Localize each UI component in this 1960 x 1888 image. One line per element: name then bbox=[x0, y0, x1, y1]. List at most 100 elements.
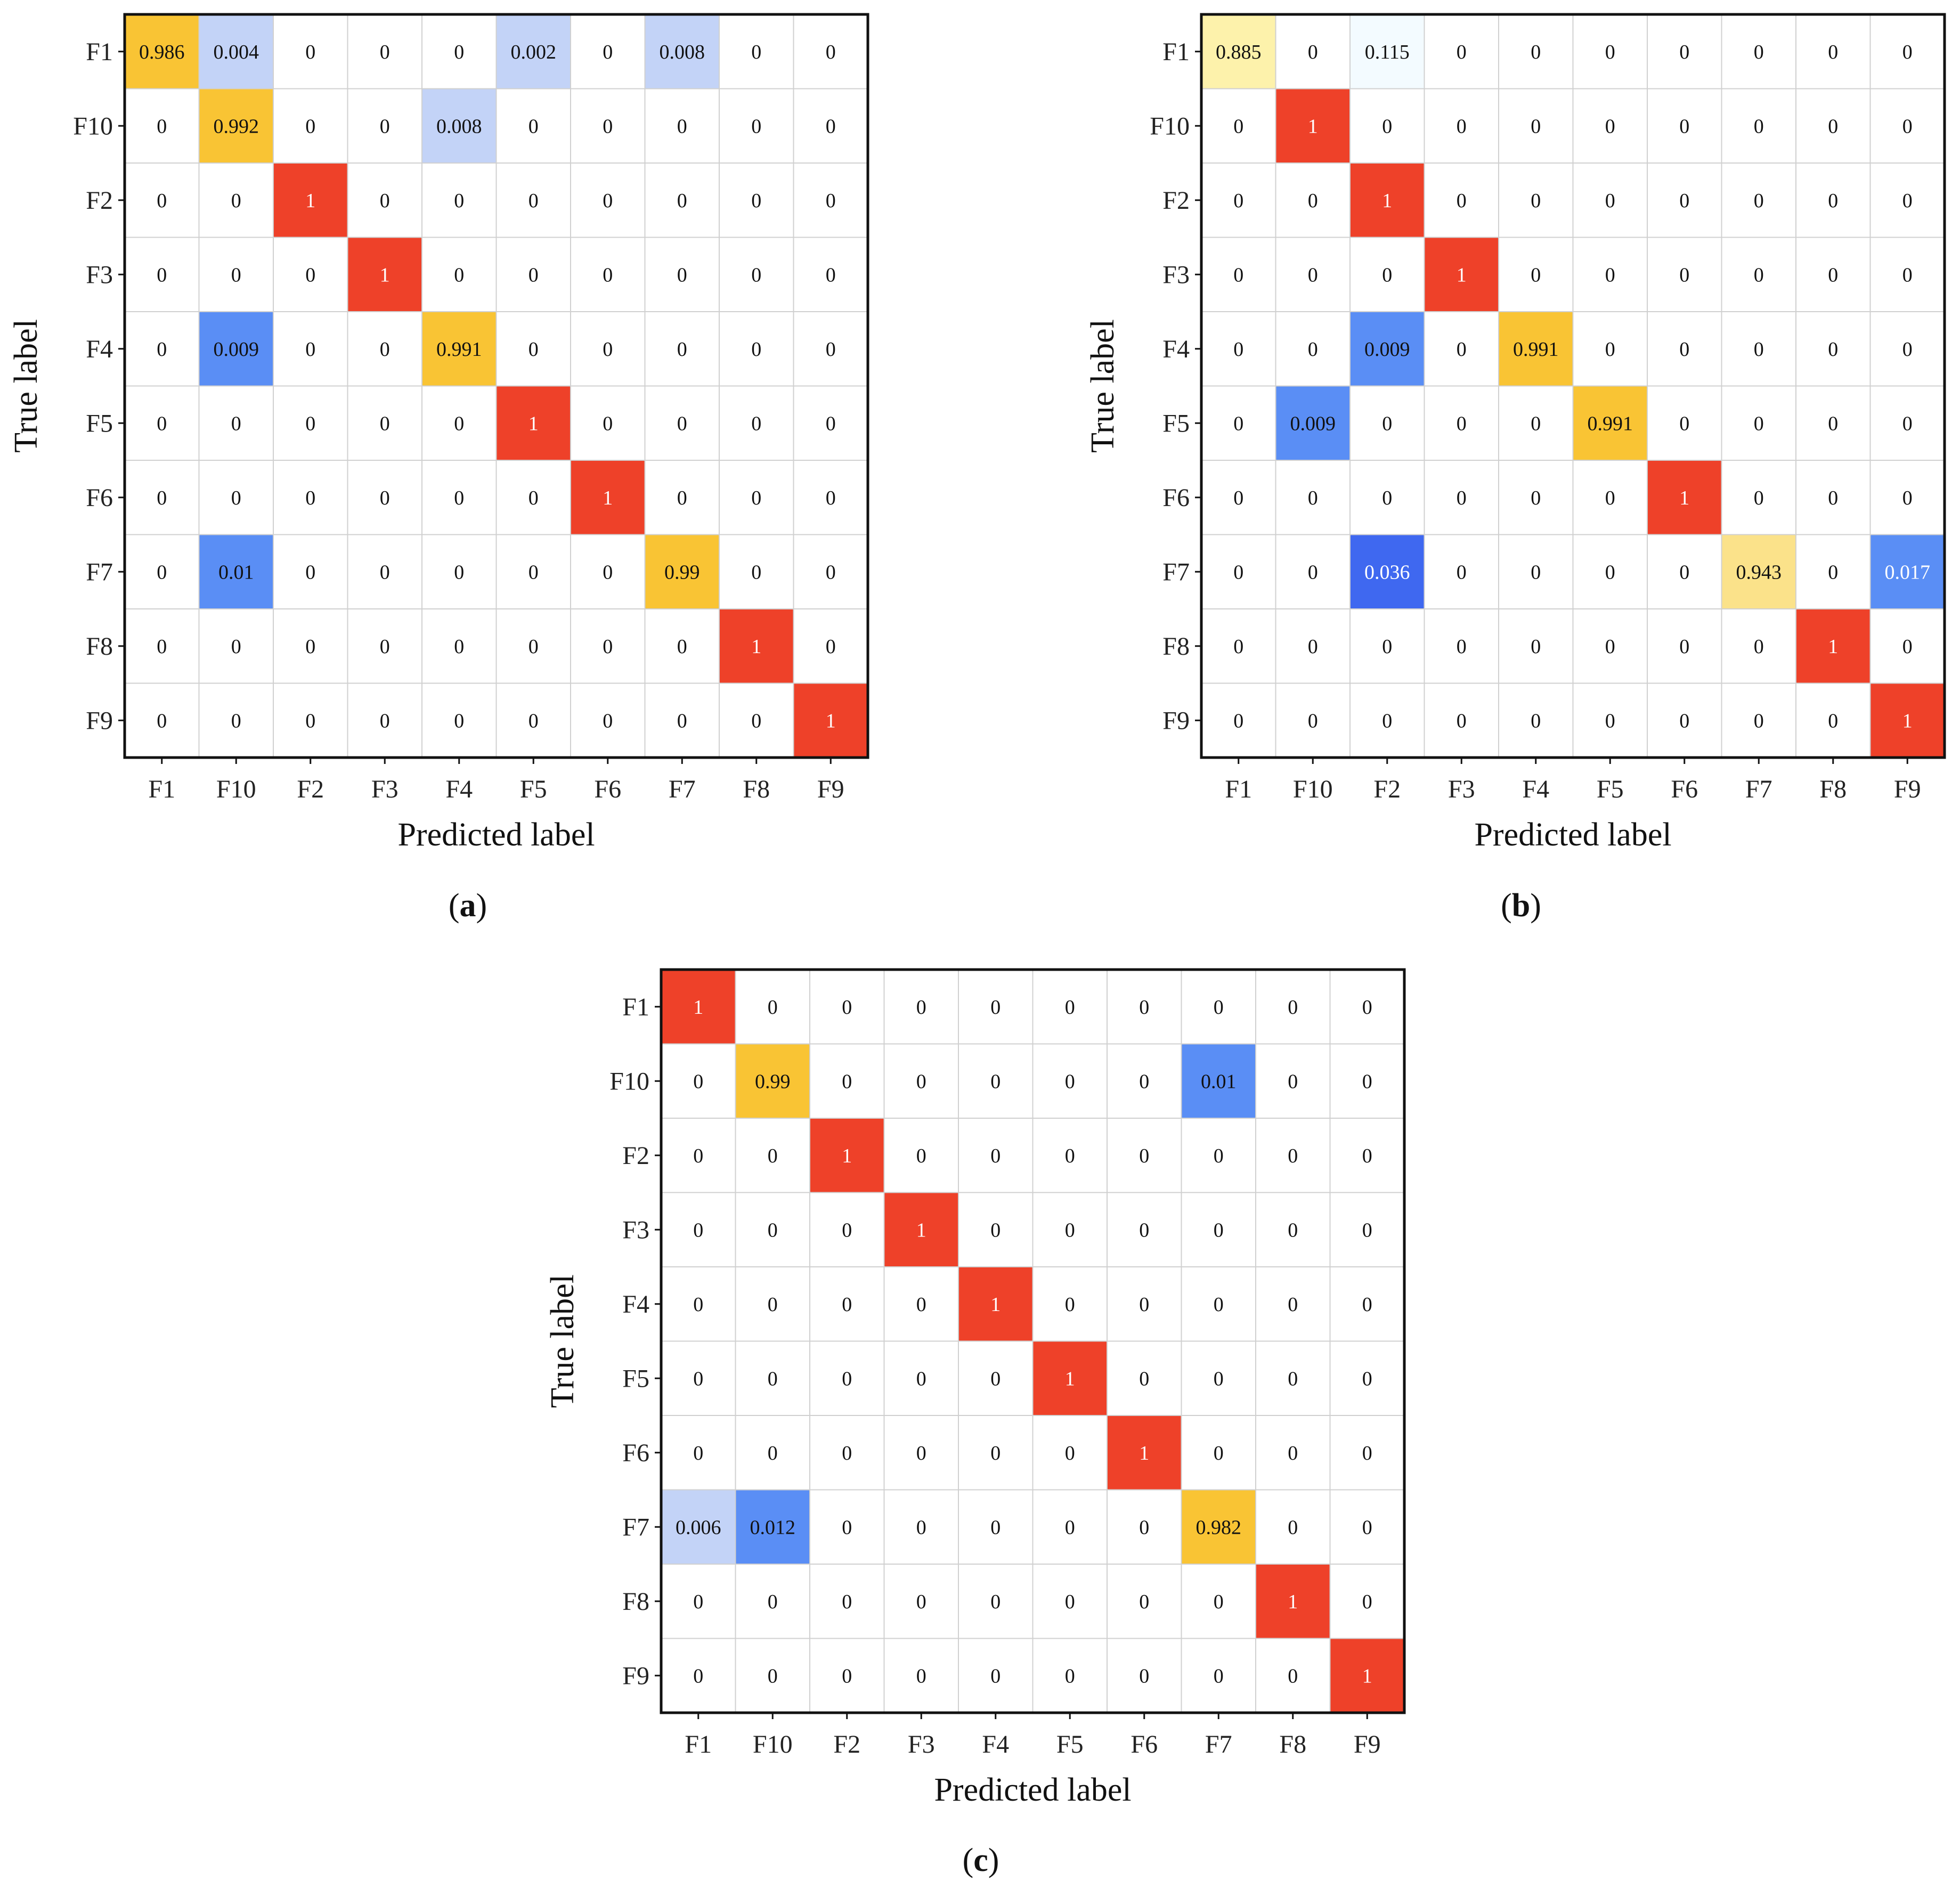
cell-value-label: 0 bbox=[1288, 996, 1298, 1019]
cell-value-label: 0 bbox=[1382, 636, 1392, 658]
cell-value-label: 0 bbox=[1754, 115, 1764, 137]
matrix-cell bbox=[273, 311, 348, 387]
matrix-cell bbox=[1329, 1638, 1405, 1713]
cell-value-label: 0 bbox=[693, 1219, 703, 1241]
matrix-cell bbox=[793, 14, 868, 89]
cell-value-label: 0 bbox=[1362, 1070, 1372, 1093]
cell-value-label: 0 bbox=[1605, 338, 1615, 361]
matrix-cell bbox=[1032, 1340, 1108, 1416]
y-tick-label: F2 bbox=[622, 1142, 649, 1170]
matrix-cell bbox=[1572, 14, 1648, 89]
cell-value-label: 0.002 bbox=[511, 41, 557, 63]
cell-value-label: 0 bbox=[1288, 1665, 1298, 1687]
cell-value-label: 0 bbox=[603, 264, 613, 286]
x-tick-label: F3 bbox=[371, 775, 398, 803]
cell-value-label: 0 bbox=[1754, 412, 1764, 435]
matrix-cell bbox=[1255, 969, 1331, 1045]
subfigure-caption: (a) bbox=[449, 888, 487, 924]
cell-value-label: 0.943 bbox=[1736, 561, 1782, 583]
x-tick-label: F1 bbox=[1225, 775, 1252, 803]
cell-value-label: 0 bbox=[916, 1145, 926, 1167]
matrix-cell bbox=[273, 162, 348, 238]
matrix-cell bbox=[1349, 385, 1425, 461]
cell-value-label: 0 bbox=[1679, 190, 1689, 212]
cell-value-label: 0 bbox=[305, 115, 315, 137]
matrix-cell bbox=[644, 608, 720, 684]
matrix-cell bbox=[1498, 534, 1574, 609]
matrix-cell bbox=[1032, 1415, 1108, 1491]
x-tick-label: F2 bbox=[1373, 775, 1401, 803]
y-tick-label: F9 bbox=[622, 1662, 649, 1690]
matrix-cell bbox=[1349, 682, 1425, 758]
matrix-cell bbox=[570, 608, 646, 684]
cell-value-label: 0 bbox=[751, 561, 761, 583]
matrix-cell bbox=[1572, 88, 1648, 164]
matrix-cell bbox=[793, 237, 868, 312]
cell-value-label: 0 bbox=[1828, 561, 1838, 583]
cell-value-label: 0 bbox=[1457, 487, 1467, 509]
cell-value-label: 0 bbox=[231, 412, 241, 435]
matrix-cell bbox=[1498, 88, 1574, 164]
cell-value-label: 0 bbox=[768, 1591, 778, 1613]
cell-value-label: 0 bbox=[1362, 1591, 1372, 1613]
matrix-cell bbox=[1498, 311, 1574, 387]
x-axis-title: Predicted label bbox=[397, 817, 595, 853]
cell-value-label: 0 bbox=[751, 115, 761, 137]
subfigure-caption: (c) bbox=[963, 1842, 999, 1878]
cell-value-label: 0 bbox=[305, 338, 315, 361]
cell-value-label: 0.009 bbox=[214, 338, 259, 361]
y-tick-label: F10 bbox=[609, 1067, 649, 1095]
cell-value-label: 0 bbox=[305, 710, 315, 732]
matrix-cell bbox=[1275, 311, 1351, 387]
cell-value-label: 0 bbox=[1139, 1368, 1149, 1390]
cell-value-label: 0.01 bbox=[218, 561, 254, 583]
matrix-cell bbox=[1572, 237, 1648, 312]
x-axis-title: Predicted label bbox=[934, 1772, 1131, 1808]
matrix-cell bbox=[735, 1489, 810, 1565]
cell-value-label: 0 bbox=[454, 412, 464, 435]
matrix-cell bbox=[1498, 162, 1574, 238]
y-tick-label: F3 bbox=[622, 1216, 649, 1244]
x-tick-label: F5 bbox=[1597, 775, 1624, 803]
cell-value-label: 0 bbox=[1382, 264, 1392, 286]
cell-value-label: 0 bbox=[1605, 561, 1615, 583]
cell-value-label: 0 bbox=[157, 338, 167, 361]
matrix-cell bbox=[793, 88, 868, 164]
matrix-cell bbox=[809, 1340, 885, 1416]
cell-value-label: 0 bbox=[1754, 190, 1764, 212]
matrix-cell bbox=[570, 682, 646, 758]
cell-value-label: 0 bbox=[1828, 264, 1838, 286]
cell-value-label: 1 bbox=[1828, 636, 1838, 658]
cell-value-label: 0 bbox=[380, 190, 390, 212]
matrix-cell bbox=[570, 311, 646, 387]
matrix-cell bbox=[1869, 682, 1945, 758]
matrix-cell bbox=[644, 237, 720, 312]
caption-close-paren: ) bbox=[988, 1842, 999, 1878]
cell-value-label: 0 bbox=[1308, 636, 1318, 658]
cell-value-label: 0 bbox=[157, 487, 167, 509]
cell-value-label: 0 bbox=[528, 338, 539, 361]
cell-value-label: 0 bbox=[380, 115, 390, 137]
matrix-cell bbox=[1795, 385, 1871, 461]
y-axis-title: True label bbox=[8, 319, 44, 453]
cell-value-label: 0 bbox=[842, 1591, 852, 1613]
cell-value-label: 0.986 bbox=[139, 41, 185, 63]
cell-value-label: 0 bbox=[231, 487, 241, 509]
y-tick-label: F3 bbox=[1162, 261, 1190, 289]
cell-value-label: 0 bbox=[1382, 412, 1392, 435]
cell-value-label: 0 bbox=[528, 487, 539, 509]
x-tick-label: F7 bbox=[1205, 1730, 1232, 1759]
matrix-cell bbox=[1869, 534, 1945, 609]
matrix-cell bbox=[1201, 162, 1276, 238]
cell-value-label: 0.99 bbox=[664, 561, 700, 583]
matrix-cell bbox=[570, 88, 646, 164]
matrix-cell bbox=[495, 88, 571, 164]
cell-value-label: 0.017 bbox=[1885, 561, 1931, 583]
cell-value-label: 0 bbox=[1139, 1070, 1149, 1093]
x-tick-label: F8 bbox=[743, 775, 770, 803]
cell-value-label: 1 bbox=[842, 1145, 852, 1167]
cell-value-label: 0 bbox=[990, 1219, 1001, 1241]
cell-value-label: 1 bbox=[603, 487, 613, 509]
cell-value-label: 0 bbox=[768, 1219, 778, 1241]
